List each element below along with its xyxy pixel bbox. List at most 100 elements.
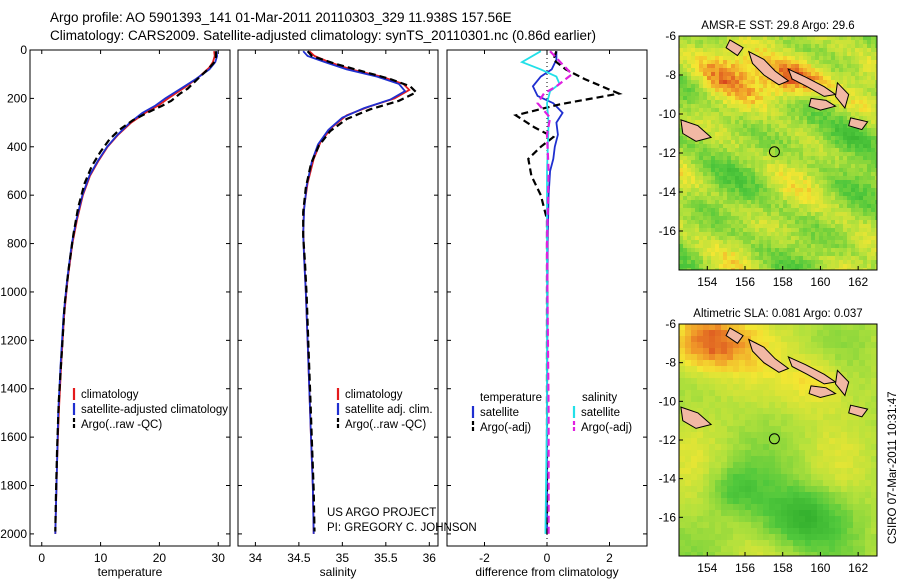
heatmap-cell bbox=[787, 184, 792, 189]
heatmap-cell bbox=[679, 342, 686, 349]
heatmap-cell bbox=[791, 112, 796, 117]
heatmap-cell bbox=[759, 164, 764, 169]
heatmap-cell bbox=[835, 426, 842, 433]
heatmap-cell bbox=[819, 160, 824, 165]
x-tick-label: 0 bbox=[544, 551, 551, 565]
heatmap-cell bbox=[799, 546, 806, 553]
heatmap-cell bbox=[811, 136, 816, 141]
heatmap-cell bbox=[815, 260, 820, 265]
heatmap-cell bbox=[763, 480, 770, 487]
heatmap-cell bbox=[743, 108, 748, 113]
heatmap-cell bbox=[727, 52, 732, 57]
heatmap-cell bbox=[771, 124, 776, 129]
heatmap-cell bbox=[745, 468, 752, 475]
heatmap-cell bbox=[871, 200, 876, 205]
heatmap-cell bbox=[769, 438, 776, 445]
heatmap-cell bbox=[811, 184, 816, 189]
heatmap-cell bbox=[695, 92, 700, 97]
heatmap-cell bbox=[855, 176, 860, 181]
heatmap-cell bbox=[767, 100, 772, 105]
heatmap-cell bbox=[823, 552, 830, 557]
heatmap-cell bbox=[781, 432, 788, 439]
heatmap-cell bbox=[795, 124, 800, 129]
heatmap-cell bbox=[719, 120, 724, 125]
heatmap-cell bbox=[695, 176, 700, 181]
credit-timestamp: CSIRO 07-Mar-2011 10:31:47 bbox=[887, 391, 899, 544]
heatmap-cell bbox=[835, 140, 840, 145]
heatmap-cell bbox=[859, 264, 864, 269]
heatmap-cell bbox=[685, 450, 692, 457]
heatmap-cell bbox=[679, 510, 686, 517]
heatmap-cell bbox=[871, 188, 876, 193]
heatmap-cell bbox=[727, 132, 732, 137]
heatmap-cell bbox=[691, 76, 696, 81]
heatmap-cell bbox=[855, 108, 860, 113]
heatmap-cell bbox=[707, 180, 712, 185]
heatmap-cell bbox=[819, 188, 824, 193]
heatmap-cell bbox=[699, 200, 704, 205]
heatmap-cell bbox=[787, 348, 794, 355]
heatmap-cell bbox=[739, 330, 746, 337]
heatmap-cell bbox=[871, 88, 876, 93]
heatmap-cell bbox=[763, 504, 770, 511]
heatmap-cell bbox=[683, 160, 688, 165]
heatmap-cell bbox=[835, 546, 842, 553]
heatmap-cell bbox=[703, 522, 710, 529]
heatmap-cell bbox=[727, 184, 732, 189]
heatmap-cell bbox=[865, 480, 872, 487]
heatmap-cell bbox=[875, 244, 878, 249]
heatmap-cell bbox=[871, 152, 876, 157]
heatmap-cell bbox=[847, 252, 852, 257]
heatmap-cell bbox=[709, 444, 716, 451]
heatmap-cell bbox=[853, 420, 860, 427]
heatmap-cell bbox=[697, 336, 704, 343]
heatmap-cell bbox=[863, 52, 868, 57]
heatmap-cell bbox=[843, 120, 848, 125]
heatmap-cell bbox=[735, 112, 740, 117]
heatmap-cell bbox=[779, 92, 784, 97]
heatmap-cell bbox=[757, 432, 764, 439]
heatmap-cell bbox=[831, 212, 836, 217]
heatmap-cell bbox=[867, 256, 872, 261]
heatmap-cell bbox=[855, 200, 860, 205]
heatmap-cell bbox=[739, 468, 746, 475]
heatmap-cell bbox=[731, 204, 736, 209]
heatmap-cell bbox=[757, 492, 764, 499]
heatmap-cell bbox=[697, 360, 704, 367]
heatmap-cell bbox=[855, 260, 860, 265]
heatmap-cell bbox=[791, 236, 796, 241]
heatmap-cell bbox=[757, 438, 764, 445]
heatmap-cell bbox=[719, 196, 724, 201]
heatmap-cell bbox=[699, 232, 704, 237]
heatmap-cell bbox=[743, 216, 748, 221]
heatmap-cell bbox=[847, 384, 854, 391]
heatmap-cell bbox=[791, 192, 796, 197]
heatmap-cell bbox=[751, 522, 758, 529]
heatmap-cell bbox=[787, 64, 792, 69]
heatmap-cell bbox=[827, 244, 832, 249]
heatmap-cell bbox=[847, 450, 854, 457]
heatmap-cell bbox=[687, 68, 692, 73]
heatmap-cell bbox=[727, 486, 734, 493]
y-tick-label: 1000 bbox=[0, 285, 27, 299]
heatmap-cell bbox=[779, 180, 784, 185]
heatmap-cell bbox=[703, 128, 708, 133]
heatmap-cell bbox=[843, 84, 848, 89]
heatmap-cell bbox=[751, 468, 758, 475]
heatmap-cell bbox=[817, 396, 824, 403]
heatmap-cell bbox=[763, 196, 768, 201]
heatmap-cell bbox=[775, 498, 782, 505]
heatmap-cell bbox=[769, 348, 776, 355]
heatmap-cell bbox=[787, 60, 792, 65]
heatmap-cell bbox=[795, 256, 800, 261]
heatmap-cell bbox=[727, 236, 732, 241]
heatmap-cell bbox=[805, 450, 812, 457]
heatmap-cell bbox=[679, 132, 684, 137]
heatmap-cell bbox=[679, 474, 686, 481]
heatmap-cell bbox=[831, 100, 836, 105]
heatmap-cell bbox=[691, 48, 696, 53]
heatmap-cell bbox=[739, 196, 744, 201]
heatmap-cell bbox=[707, 236, 712, 241]
heatmap-cell bbox=[731, 200, 736, 205]
heatmap-cell bbox=[719, 72, 724, 77]
